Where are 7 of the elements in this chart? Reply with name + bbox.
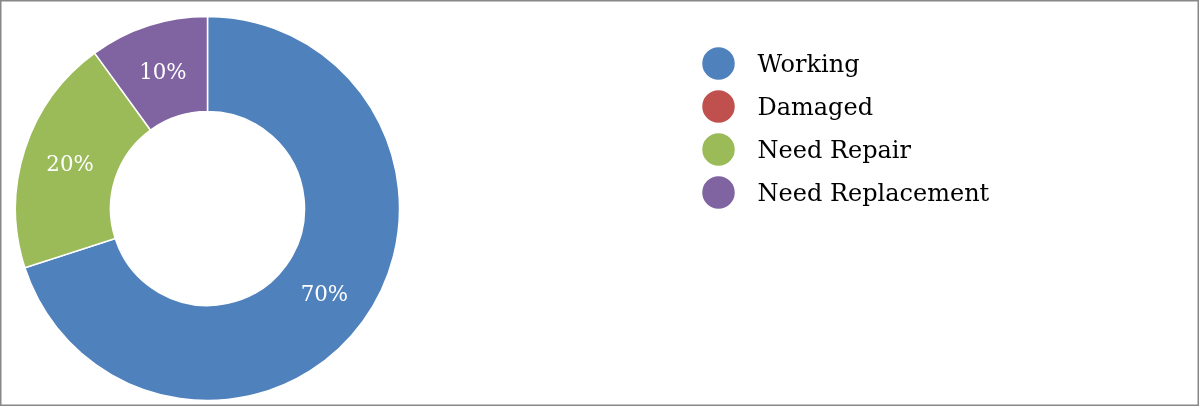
legend-label: Need Repair <box>757 135 912 164</box>
data-label: 10% <box>139 58 187 84</box>
data-label: 70% <box>300 280 349 306</box>
legend-label: Working <box>757 49 860 78</box>
data-label: 20% <box>46 151 94 177</box>
legend-label: Need Replacement <box>757 178 990 207</box>
legend-label: Damaged <box>757 92 874 121</box>
